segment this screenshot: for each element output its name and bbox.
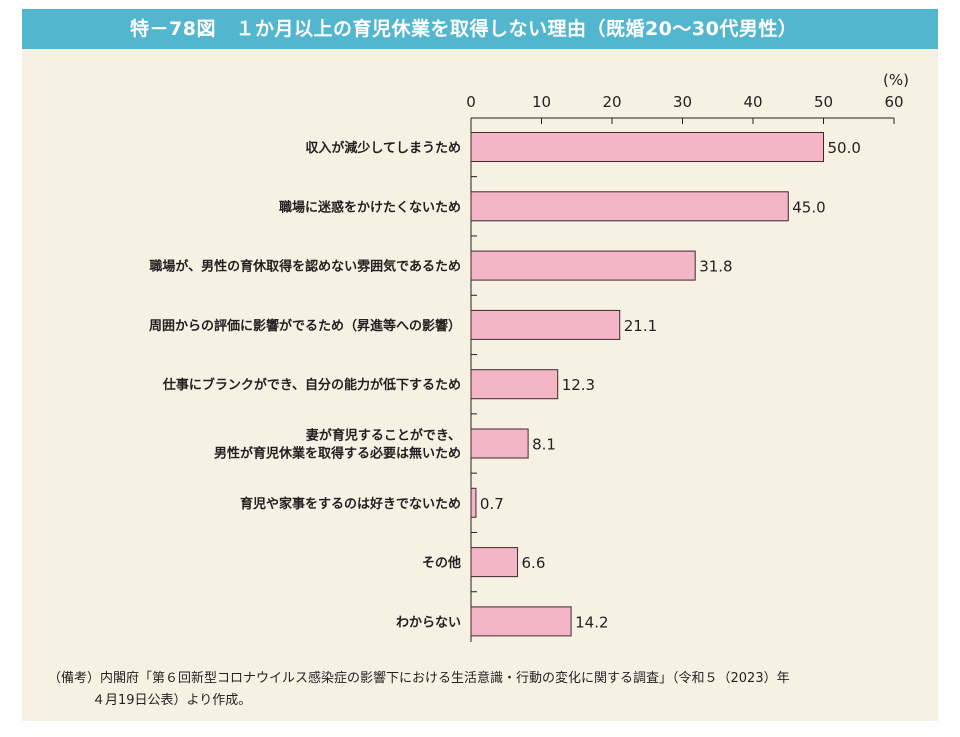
bar-2	[470, 191, 789, 222]
value-label-6: 8.1	[532, 436, 556, 454]
bar-3	[470, 250, 696, 281]
value-label-5: 12.3	[562, 376, 595, 394]
value-label-1: 50.0	[828, 139, 861, 157]
footnote-line-1: （備考）内閣府「第６回新型コロナウイルス感染症の影響下における生活意識・行動の変…	[48, 671, 790, 686]
x-tick-label: 50	[814, 93, 833, 111]
x-tick-label: 30	[673, 93, 692, 111]
bar-7	[470, 487, 477, 518]
category-label-6-line-2: 男性が育児休業を取得する必要は無いため	[214, 446, 461, 462]
bar-9	[470, 606, 572, 637]
value-label-7: 0.7	[480, 495, 504, 513]
footnote-line-2: ４月19日公表）より作成。	[92, 693, 252, 708]
x-tick-label: 40	[743, 93, 762, 111]
bar-1	[470, 132, 824, 162]
value-label-2: 45.0	[792, 198, 825, 216]
category-label-5: 仕事にブランクができ、自分の能力が低下するため	[162, 377, 461, 393]
value-label-4: 21.1	[624, 317, 657, 335]
x-tick-label: 60	[884, 93, 903, 111]
x-tick-label: 0	[466, 93, 476, 111]
category-label-8: その他	[422, 555, 461, 571]
bar-6	[470, 428, 529, 459]
category-label-4: 周囲からの評価に影響がでるため（昇進等への影響）	[149, 318, 461, 334]
x-axis-unit-label: (%)	[883, 71, 909, 89]
category-label-2: 職場に迷惑をかけたくないため	[279, 199, 461, 215]
x-tick-label: 10	[532, 93, 551, 111]
x-tick-label: 20	[602, 93, 621, 111]
bar-8	[470, 547, 519, 578]
bar-4	[470, 309, 621, 340]
footnote: （備考）内閣府「第６回新型コロナウイルス感染症の影響下における生活意識・行動の変…	[48, 668, 928, 712]
value-label-8: 6.6	[522, 554, 546, 572]
category-label-1: 収入が減少してしまうため	[305, 140, 461, 156]
category-label-9: わからない	[396, 615, 461, 630]
value-label-3: 31.8	[699, 258, 732, 276]
category-label-7: 育児や家事をするのは好きでないため	[240, 496, 461, 512]
chart-title: 特－78図 １か月以上の育児休業を取得しない理由（既婚20～30代男性）	[22, 9, 938, 49]
bar-5	[470, 369, 559, 400]
category-label-3: 職場が、男性の育休取得を認めない雰囲気であるため	[149, 259, 461, 275]
category-label-6-line-1: 妻が育児することができ、	[306, 428, 461, 444]
chart-panel	[22, 9, 938, 721]
value-label-9: 14.2	[575, 613, 608, 631]
